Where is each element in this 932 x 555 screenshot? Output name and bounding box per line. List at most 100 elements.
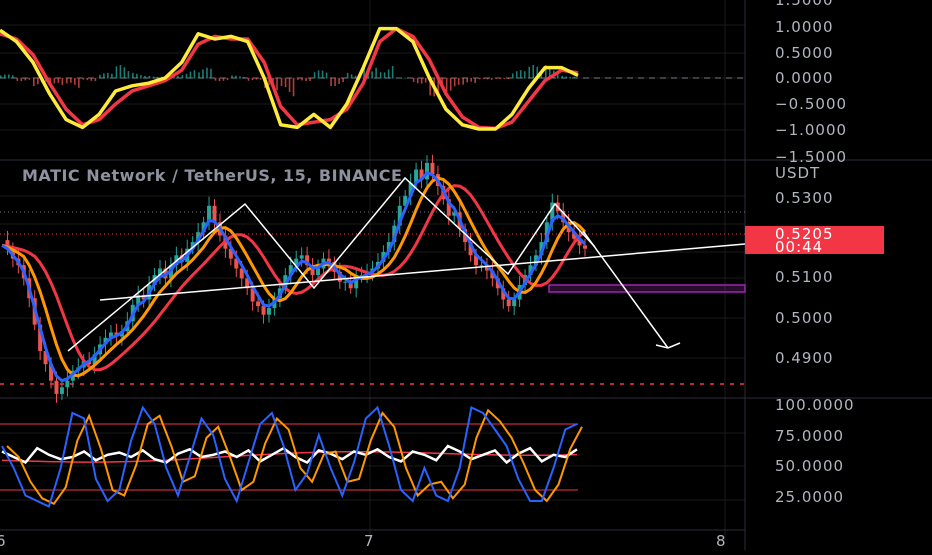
histogram-bar [544, 65, 547, 79]
candle-body[interactable] [299, 255, 304, 259]
projection-arrow[interactable] [582, 230, 681, 349]
time-axis[interactable]: 6 7 8 [0, 532, 726, 550]
histogram-bar [132, 72, 134, 79]
candle-body[interactable] [294, 258, 299, 266]
candle-body[interactable] [190, 242, 195, 249]
candle-body[interactable] [49, 364, 54, 381]
candle-body[interactable] [354, 275, 359, 289]
candle-body[interactable] [326, 258, 331, 262]
candle-body[interactable] [212, 205, 217, 223]
candle-body[interactable] [141, 294, 146, 300]
ascending-trendline[interactable] [99, 243, 746, 301]
supply-zone-box[interactable] [548, 284, 746, 293]
stoch-rsi-pane[interactable]: 100.0000 75.0000 50.0000 25.0000 [0, 396, 855, 508]
candle-body[interactable] [484, 265, 489, 271]
candle-body[interactable] [337, 271, 342, 282]
candle-body[interactable] [468, 242, 473, 256]
histogram-bar [457, 78, 460, 85]
candle-body[interactable] [283, 275, 288, 289]
candle-body[interactable] [583, 245, 587, 249]
histogram-bar [490, 78, 493, 80]
candle-body[interactable] [316, 268, 321, 276]
histogram-bar [507, 78, 510, 80]
histogram-bar [123, 67, 126, 79]
oscillator-main-line [0, 26, 579, 131]
candle-body[interactable] [419, 169, 424, 180]
candle-body[interactable] [310, 265, 315, 276]
histogram-bar [495, 78, 498, 79]
histogram-bar [70, 78, 72, 83]
candle-body[interactable] [179, 255, 184, 262]
candle-body[interactable] [343, 281, 348, 283]
histogram-bar [57, 78, 60, 83]
histogram-bar [173, 76, 175, 79]
candle-body[interactable] [577, 238, 582, 246]
candle-body[interactable] [512, 299, 517, 307]
candle-body[interactable] [397, 205, 402, 226]
candle-body[interactable] [539, 242, 544, 256]
candle-body[interactable] [234, 258, 239, 269]
candle-body[interactable] [561, 211, 566, 223]
candle-body[interactable] [414, 169, 419, 183]
candle-body[interactable] [528, 265, 533, 276]
candle-body[interactable] [136, 294, 141, 305]
candle-body[interactable] [392, 225, 397, 243]
candle-body[interactable] [446, 199, 451, 216]
candle-body[interactable] [43, 351, 48, 365]
candle-body[interactable] [305, 255, 310, 266]
candle-body[interactable] [506, 299, 511, 307]
histogram-bar [486, 78, 489, 80]
y-tick-label: 0.0000 [775, 69, 834, 87]
histogram-bar [78, 78, 80, 88]
candle-body[interactable] [207, 205, 212, 223]
candle-body[interactable] [348, 281, 353, 289]
candle-body[interactable] [5, 240, 10, 249]
candle-body[interactable] [572, 232, 577, 239]
candle-body[interactable] [92, 354, 97, 365]
candle-body[interactable] [266, 308, 271, 315]
candle-body[interactable] [403, 195, 408, 206]
candle-body[interactable] [250, 288, 255, 302]
histogram-bar [396, 78, 398, 79]
pattern-zigzag-drawing[interactable] [67, 176, 596, 352]
price-badge[interactable] [745, 226, 884, 254]
candle-body[interactable] [201, 222, 206, 233]
candle-body[interactable] [54, 380, 59, 394]
price-pane[interactable]: MATIC Network / TetherUS, 15, BINANCE USD… [0, 154, 884, 403]
histogram-bar [453, 78, 456, 87]
candle-body[interactable] [256, 301, 261, 307]
candle-body[interactable] [65, 380, 70, 388]
histogram-bar [28, 78, 31, 80]
histogram-bar [462, 78, 464, 85]
histogram-bar [119, 65, 122, 79]
candle-body[interactable] [228, 248, 233, 259]
oscillator-top-pane[interactable]: 1.5000 1.0000 0.5000 0.0000 −0.5000 −1.0000 −1… [0, 0, 847, 166]
candle-body[interactable] [158, 268, 163, 276]
candle-body[interactable] [38, 324, 43, 351]
candle-body[interactable] [430, 162, 435, 175]
histogram-bar [429, 78, 431, 96]
candle-body[interactable] [108, 332, 113, 338]
candle-body[interactable] [533, 255, 538, 266]
candle-body[interactable] [408, 182, 413, 196]
histogram-bar [222, 78, 225, 81]
histogram-bar [280, 78, 283, 86]
candle-body[interactable] [452, 212, 457, 216]
chart-title: MATIC Network / TetherUS, 15, BINANCE [22, 166, 402, 185]
candle-body[interactable] [261, 306, 266, 315]
candle-body[interactable] [424, 162, 429, 180]
candle-body[interactable] [288, 265, 293, 276]
candle-body[interactable] [386, 242, 391, 252]
candle-body[interactable] [544, 222, 549, 243]
candle-body[interactable] [474, 255, 479, 266]
candle-body[interactable] [501, 288, 506, 300]
histogram-bar [391, 65, 394, 79]
stoch-d-line [6, 408, 583, 506]
candle-body[interactable] [479, 265, 484, 267]
candle-body[interactable] [59, 387, 64, 394]
histogram-bar [136, 73, 138, 79]
candle-body[interactable] [239, 268, 244, 279]
candle-body[interactable] [245, 278, 250, 289]
